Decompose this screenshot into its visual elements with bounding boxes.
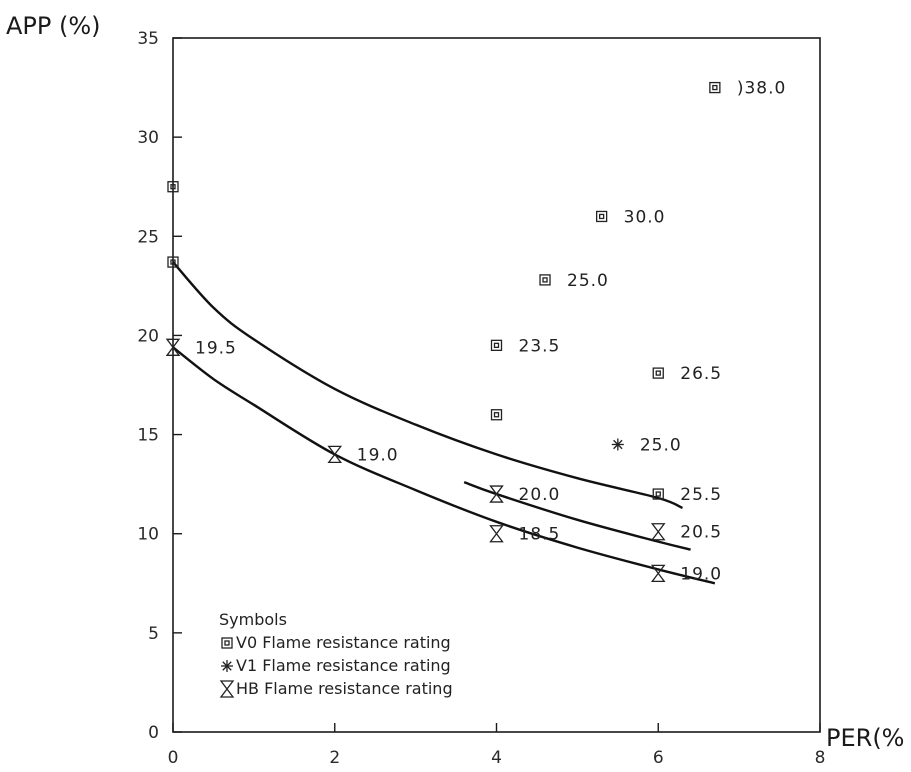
- data-label: 20.5: [680, 523, 722, 543]
- x-tick-label: 4: [491, 748, 502, 768]
- y-tick-label: 5: [148, 624, 159, 644]
- data-label: )38.0: [737, 79, 786, 99]
- data-point-square: [595, 210, 608, 223]
- legend: Symbols V0 Flame resistance rating V1 Fla…: [219, 610, 453, 698]
- data-label: 30.0: [624, 207, 666, 227]
- legend-item-label: V0 Flame resistance rating: [236, 633, 451, 652]
- data-point-hourglass: [327, 445, 343, 464]
- x-tick-label: 2: [329, 748, 340, 768]
- y-tick-label: 15: [137, 426, 159, 446]
- y-tick-label: 20: [137, 326, 159, 346]
- legend-symbol-asterisk: [221, 660, 233, 672]
- fit-curve: [172, 346, 716, 585]
- x-axis-title: PER(%: [826, 724, 904, 752]
- data-label: 26.5: [680, 364, 722, 384]
- y-tick-label: 35: [137, 29, 159, 49]
- y-axis-title: APP (%): [6, 12, 101, 40]
- x-tick-label: 6: [653, 748, 664, 768]
- data-point-hourglass: [489, 485, 504, 503]
- data-point-square: [539, 274, 551, 286]
- data-label: 25.0: [640, 435, 682, 455]
- data-point-square: [652, 367, 664, 379]
- data-label: 20.0: [519, 485, 561, 505]
- data-point-hourglass: [165, 338, 181, 356]
- legend-item-label: HB Flame resistance rating: [236, 679, 453, 698]
- y-tick-label: 0: [148, 723, 159, 743]
- data-point-square: [167, 256, 179, 268]
- data-label: 18.5: [519, 525, 561, 545]
- data-label: 25.5: [680, 485, 722, 505]
- data-point-hourglass: [489, 525, 504, 543]
- y-tick-label: 30: [137, 128, 159, 148]
- x-tick-label: 8: [815, 748, 826, 768]
- axis-ticks: 0 5 10 15 20 25 30 35 0 2 4 6 8: [137, 29, 825, 768]
- data-label: 19.5: [195, 338, 237, 358]
- fit-curves: [172, 261, 716, 585]
- fit-curve: [463, 481, 691, 551]
- legend-symbol-square: [221, 637, 233, 649]
- data-points: 23.5 25.0 30.0 )38.0 26.5 25.5 25.0 19.5 19.0 20.…: [165, 79, 786, 584]
- fit-curve: [172, 261, 684, 510]
- x-tick-label: 0: [168, 748, 179, 768]
- data-point-square: [490, 339, 503, 351]
- legend-title: Symbols: [219, 610, 287, 629]
- data-label: 19.0: [357, 445, 399, 465]
- data-point-asterisk: [611, 438, 624, 451]
- data-point-square: [490, 409, 503, 421]
- data-point-square: [652, 488, 664, 500]
- data-point-square: [167, 181, 179, 193]
- data-point-square: [709, 81, 721, 94]
- data-point-hourglass: [650, 523, 666, 541]
- y-tick-label: 10: [137, 525, 159, 545]
- data-label: 25.0: [567, 271, 609, 291]
- data-point-hourglass: [650, 564, 666, 583]
- legend-item-label: V1 Flame resistance rating: [236, 656, 451, 675]
- legend-symbol-hourglass: [219, 680, 235, 698]
- data-label: 23.5: [519, 336, 561, 356]
- data-label: 19.0: [680, 564, 722, 584]
- y-tick-label: 25: [137, 227, 159, 247]
